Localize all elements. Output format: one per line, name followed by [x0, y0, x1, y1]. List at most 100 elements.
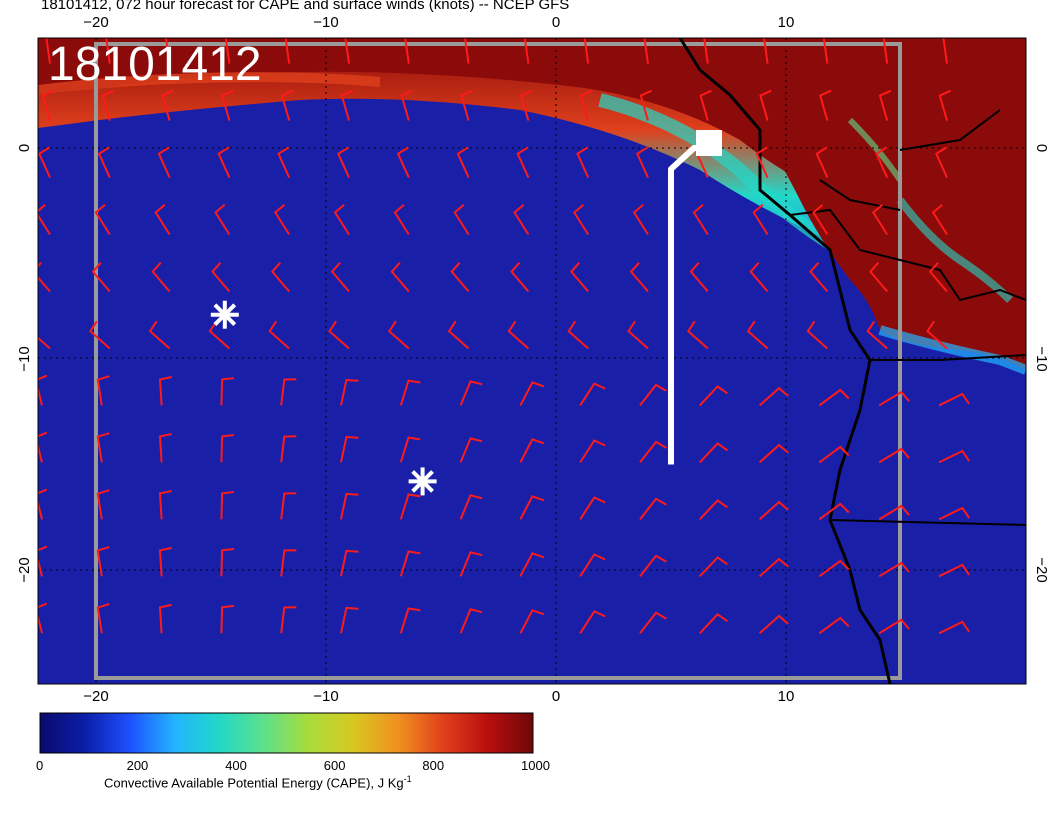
wind-barb	[516, 146, 530, 178]
y-ticks-right: 0 −10 −20	[1033, 144, 1050, 583]
wind-barb	[270, 262, 290, 293]
wind-barb	[158, 546, 172, 577]
wind-barb	[689, 262, 709, 293]
wind-barb	[629, 262, 649, 293]
wind-barbs	[38, 38, 970, 635]
wind-barb	[818, 559, 850, 578]
wind-barb	[340, 435, 359, 463]
wind-barb	[875, 146, 889, 178]
wind-barb	[459, 437, 483, 463]
x-tick-label: −10	[313, 14, 338, 31]
wind-barb	[699, 442, 728, 464]
wind-barb	[96, 546, 110, 577]
wind-barb	[636, 146, 649, 178]
wind-barb	[806, 320, 829, 350]
wind-barb	[41, 89, 55, 121]
colorbar	[39, 712, 534, 754]
wind-barb	[507, 320, 530, 350]
wind-barb	[340, 89, 354, 121]
y-tick-label: −20	[1033, 557, 1050, 582]
wind-barb	[938, 620, 970, 635]
wind-barb	[935, 146, 948, 178]
wind-barb	[38, 545, 48, 577]
colorbar-tick-label: 800	[422, 758, 445, 773]
wind-barb	[692, 203, 709, 236]
wind-barb	[220, 89, 234, 121]
wind-barb	[822, 38, 829, 64]
wind-barb	[699, 89, 712, 121]
wind-barb	[878, 390, 910, 407]
wind-barb	[148, 320, 171, 350]
wind-barb	[519, 495, 545, 520]
x-ticks-top: −20 −10 0 10	[83, 14, 794, 31]
wind-barb	[942, 38, 948, 64]
wind-barb	[45, 38, 51, 64]
wind-barb	[284, 38, 291, 64]
wind-barb	[928, 262, 948, 293]
wind-barb	[328, 320, 350, 350]
wind-barb	[399, 607, 421, 634]
map-frame	[37, 37, 1027, 685]
wind-barb	[97, 146, 111, 178]
wind-barb	[399, 493, 421, 520]
wind-barb	[447, 320, 470, 350]
wind-barb	[340, 549, 359, 577]
wind-barb	[627, 320, 649, 350]
wind-barb	[758, 500, 789, 521]
wind-barb	[632, 203, 649, 236]
wind-barb	[878, 618, 910, 635]
wind-barb	[699, 612, 728, 634]
wind-barb	[217, 146, 231, 178]
wind-barb	[330, 262, 350, 293]
wind-barb	[818, 388, 850, 407]
wind-barb	[158, 376, 172, 406]
wind-barb	[459, 494, 483, 520]
wind-barb	[579, 610, 606, 634]
wind-barb	[101, 89, 114, 121]
wind-barb	[639, 440, 667, 464]
wind-barb	[519, 89, 533, 121]
wind-barb	[399, 436, 421, 463]
x-tick-label: 0	[552, 14, 560, 31]
wind-barb	[749, 262, 769, 293]
wind-barb	[746, 320, 769, 350]
colorbar-title: Convective Available Potential Energy (C…	[104, 774, 412, 791]
wind-barb	[519, 609, 545, 634]
wind-barb	[211, 262, 231, 293]
wind-barb	[815, 146, 829, 178]
wind-barb	[809, 262, 829, 293]
wind-barb	[400, 89, 413, 121]
wind-barb	[569, 262, 589, 293]
wind-barb	[758, 614, 789, 635]
wind-barb	[579, 553, 606, 577]
wind-barb	[273, 203, 291, 236]
star-marker	[210, 300, 239, 329]
wind-barb	[277, 146, 291, 178]
wind-barb	[456, 146, 470, 178]
wind-barb	[208, 320, 231, 350]
wind-barb	[639, 383, 667, 407]
wind-barb	[882, 38, 889, 64]
colorbar-tick-label: 200	[126, 758, 149, 773]
wind-barb	[938, 89, 952, 121]
wind-barb	[931, 203, 948, 236]
wind-barb	[344, 38, 350, 64]
star-marker	[408, 467, 437, 496]
wind-barb	[818, 89, 832, 121]
wind-barb	[38, 431, 48, 463]
wind-barb	[583, 38, 590, 64]
wind-barb	[96, 603, 110, 634]
x-tick-label: 10	[778, 14, 795, 31]
cape-field	[38, 38, 1026, 684]
wind-barb	[459, 551, 483, 577]
wind-barb	[639, 89, 653, 121]
wind-barb	[818, 502, 850, 521]
wind-barb	[639, 611, 667, 634]
x-tick-label: 10	[778, 688, 795, 705]
wind-barb	[519, 381, 545, 406]
wind-barb	[579, 89, 593, 121]
wind-barb	[396, 146, 410, 178]
wind-barb	[96, 489, 110, 520]
colorbar-tick-label: 400	[225, 758, 247, 773]
